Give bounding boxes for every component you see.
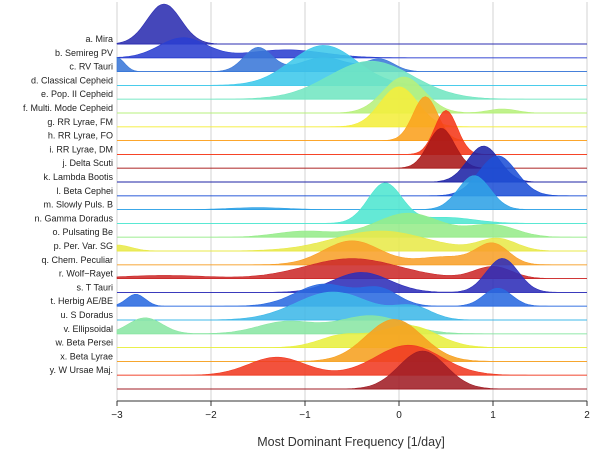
ridges (116, 3, 587, 390)
x-axis-title: Most Dominant Frequency [1/day] (257, 435, 445, 449)
row-label: c. RV Tauri (69, 62, 113, 72)
row-label: o. Pulsating Be (52, 227, 113, 237)
x-tick-label: 0 (396, 410, 402, 421)
x-axis: −3 −2 −1 0 1 2 (111, 400, 590, 421)
x-tick-label: 1 (490, 410, 496, 421)
x-tick-label: −3 (111, 410, 123, 421)
row-label: l. Beta Cephei (56, 186, 113, 196)
ridge-series-2 (116, 37, 587, 59)
ridge-series-22 (116, 315, 587, 335)
row-label: k. Lambda Bootis (43, 172, 113, 182)
row-label: g. RR Lyrae, FM (47, 117, 113, 127)
row-label: s. T Tauri (76, 282, 113, 292)
row-label: d. Classical Cepheid (31, 75, 113, 85)
row-labels: a. Mira b. Semireg PV c. RV Tauri d. Classi… (23, 34, 114, 375)
ridge-series-12 (117, 155, 587, 197)
row-label: y. W Ursae Maj. (50, 365, 113, 375)
row-label: e. Pop. II Cepheid (41, 89, 113, 99)
row-label: f. Multi. Mode Cepheid (23, 103, 113, 113)
row-label: m. Slowly Puls. B (43, 200, 113, 210)
ridge-series-9 (117, 110, 587, 155)
row-label: q. Chem. Peculiar (41, 255, 113, 265)
x-tick-label: −1 (299, 410, 311, 421)
ridge-series-8 (117, 96, 587, 141)
row-label: h. RR Lyrae, FO (48, 131, 113, 141)
row-label: b. Semireg PV (55, 48, 113, 58)
row-label: p. Per. Var. SG (54, 241, 113, 251)
x-tick-label: 2 (584, 410, 590, 421)
x-tick-label: −2 (205, 410, 217, 421)
ridge-series-15 (117, 212, 587, 238)
row-label: j. Delta Scuti (61, 158, 113, 168)
ridge-series-5 (117, 60, 587, 100)
row-label: n. Gamma Doradus (34, 213, 113, 223)
row-label: u. S Doradus (60, 310, 113, 320)
row-label: v. Ellipsoidal (64, 324, 113, 334)
row-label: t. Herbig AE/BE (50, 296, 113, 306)
row-label: r. Wolf−Rayet (59, 269, 114, 279)
row-label: x. Beta Lyrae (60, 351, 113, 361)
row-label: w. Beta Persei (54, 338, 113, 348)
row-label: i. RR Lyrae, DM (49, 144, 113, 154)
row-label: a. Mira (85, 34, 113, 44)
ridge-series-10 (117, 128, 587, 169)
